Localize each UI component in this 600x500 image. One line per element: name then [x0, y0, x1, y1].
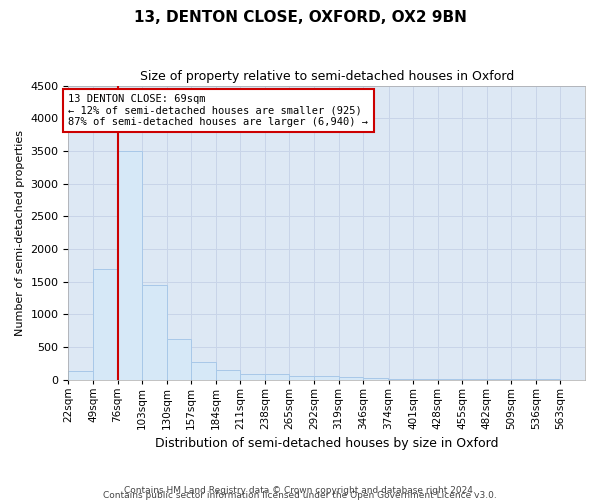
Bar	[413, 379, 437, 380]
Bar	[389, 378, 413, 380]
Bar	[142, 285, 167, 380]
Bar	[265, 374, 289, 380]
Bar	[191, 362, 216, 380]
Bar	[437, 379, 462, 380]
X-axis label: Distribution of semi-detached houses by size in Oxford: Distribution of semi-detached houses by …	[155, 437, 499, 450]
Bar	[363, 378, 388, 380]
Text: Contains public sector information licensed under the Open Government Licence v3: Contains public sector information licen…	[103, 491, 497, 500]
Bar	[118, 151, 142, 380]
Bar	[289, 376, 314, 380]
Bar	[314, 376, 338, 380]
Title: Size of property relative to semi-detached houses in Oxford: Size of property relative to semi-detach…	[140, 70, 514, 83]
Bar	[167, 339, 191, 380]
Text: 13, DENTON CLOSE, OXFORD, OX2 9BN: 13, DENTON CLOSE, OXFORD, OX2 9BN	[134, 10, 466, 25]
Bar	[240, 374, 265, 380]
Bar	[68, 371, 93, 380]
Y-axis label: Number of semi-detached properties: Number of semi-detached properties	[15, 130, 25, 336]
Text: Contains HM Land Registry data © Crown copyright and database right 2024.: Contains HM Land Registry data © Crown c…	[124, 486, 476, 495]
Bar	[216, 370, 240, 380]
Text: 13 DENTON CLOSE: 69sqm
← 12% of semi-detached houses are smaller (925)
87% of se: 13 DENTON CLOSE: 69sqm ← 12% of semi-det…	[68, 94, 368, 128]
Bar	[338, 377, 363, 380]
Bar	[93, 268, 118, 380]
